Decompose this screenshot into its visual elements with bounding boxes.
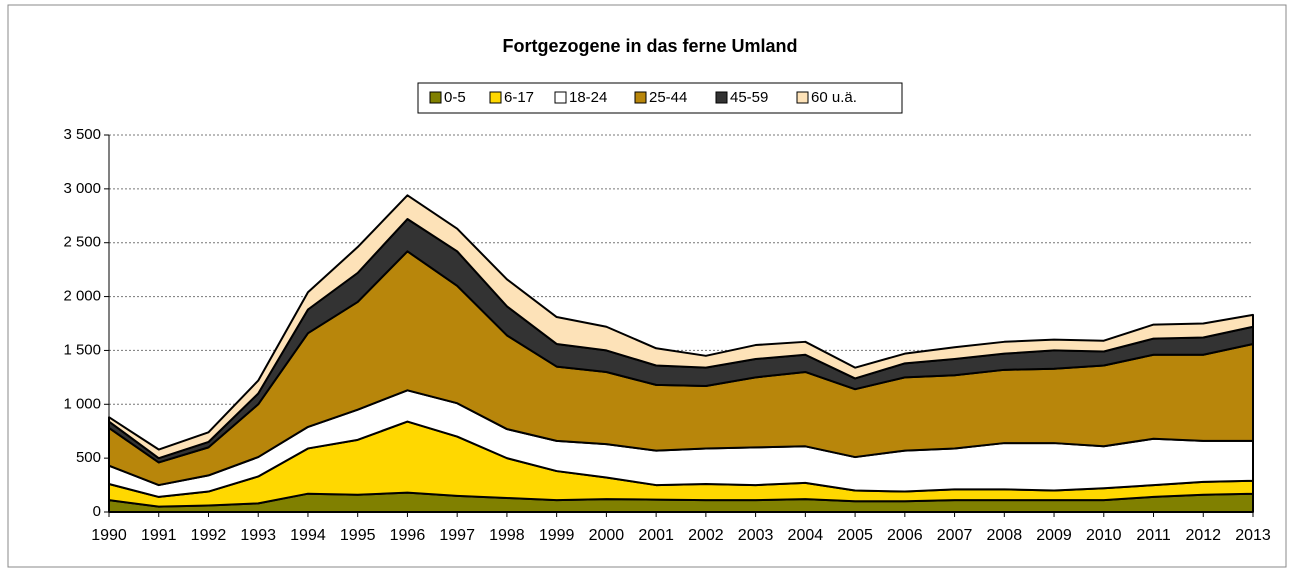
y-tick-label: 3 000 xyxy=(63,180,101,197)
y-tick-label: 3 500 xyxy=(63,126,101,143)
legend-swatch xyxy=(554,91,567,104)
legend-swatch xyxy=(634,91,647,104)
y-tick-label: 2 500 xyxy=(63,234,101,251)
x-tick-label: 1995 xyxy=(340,527,376,544)
y-tick-label: 0 xyxy=(93,503,101,520)
x-tick-label: 1998 xyxy=(489,527,525,544)
x-tick-label: 2006 xyxy=(887,527,923,544)
x-tick-label: 1997 xyxy=(439,527,475,544)
x-tick-label: 2010 xyxy=(1086,527,1122,544)
x-tick-label: 2011 xyxy=(1136,527,1171,544)
x-tick-label: 2001 xyxy=(638,527,674,544)
y-tick-label: 500 xyxy=(76,449,101,466)
legend-label: 25-44 xyxy=(649,89,687,106)
x-tick-label: 1991 xyxy=(141,527,177,544)
x-tick-label: 2008 xyxy=(987,527,1023,544)
legend-label: 0-5 xyxy=(444,89,466,106)
x-tick-label: 2005 xyxy=(837,527,873,544)
chart-title: Fortgezogene in das ferne Umland xyxy=(502,36,797,56)
legend-label: 45-59 xyxy=(730,89,768,106)
legend-swatch xyxy=(489,91,502,104)
x-tick-label: 2000 xyxy=(589,527,625,544)
x-tick-label: 1993 xyxy=(240,527,276,544)
x-tick-label: 2004 xyxy=(788,527,824,544)
x-tick-label: 2013 xyxy=(1235,527,1271,544)
legend-swatch xyxy=(429,91,442,104)
legend-label: 18-24 xyxy=(569,89,607,106)
x-tick-label: 2012 xyxy=(1185,527,1221,544)
legend-swatch xyxy=(796,91,809,104)
y-tick-label: 2 000 xyxy=(63,288,101,305)
x-tick-label: 1996 xyxy=(390,527,426,544)
x-tick-label: 2003 xyxy=(738,527,774,544)
x-tick-label: 1999 xyxy=(539,527,575,544)
x-tick-label: 1990 xyxy=(91,527,127,544)
legend-swatch xyxy=(715,91,728,104)
x-tick-label: 2002 xyxy=(688,527,724,544)
x-tick-label: 1994 xyxy=(290,527,326,544)
y-tick-label: 1 000 xyxy=(63,395,101,412)
x-tick-label: 1992 xyxy=(191,527,227,544)
area xyxy=(108,194,1254,460)
y-tick-label: 1 500 xyxy=(63,341,101,358)
x-tick-label: 2009 xyxy=(1036,527,1072,544)
x-tick-label: 2007 xyxy=(937,527,973,544)
legend-label: 6-17 xyxy=(504,89,534,106)
legend-label: 60 u.ä. xyxy=(811,89,857,106)
